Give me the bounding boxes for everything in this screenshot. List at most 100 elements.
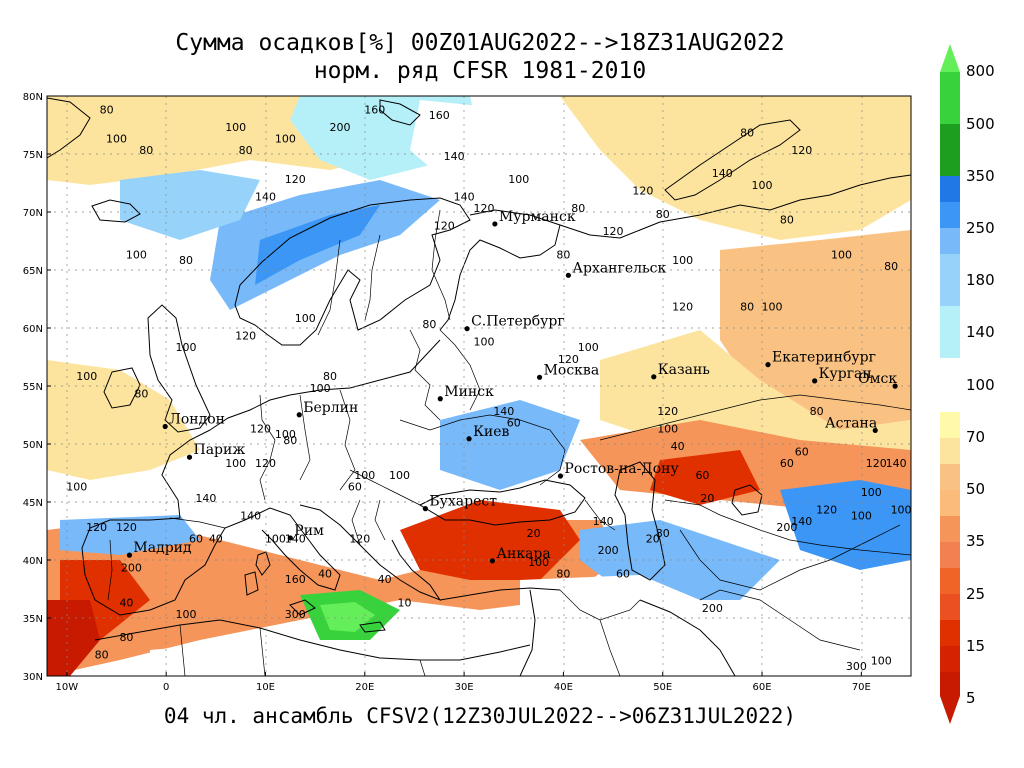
coastline-iceland xyxy=(91,199,141,223)
colorbar-bin-250-350 xyxy=(940,176,960,202)
contour-label: 60 xyxy=(348,480,362,493)
field-norway-dark xyxy=(255,205,380,285)
contour-label: 80 xyxy=(239,144,253,157)
contour-label: 100 xyxy=(528,556,549,569)
city-dot xyxy=(872,427,878,434)
city-dot xyxy=(765,362,771,368)
contour-label: 120 xyxy=(349,533,370,546)
city-label: Минск xyxy=(444,384,494,400)
city-label: Казань xyxy=(658,362,710,378)
coastline-caspian xyxy=(614,461,666,581)
city-marker: Мадрид xyxy=(126,540,192,558)
field-arctic-white xyxy=(410,100,560,190)
field-se-blue xyxy=(780,480,911,570)
contour-label: 200 xyxy=(598,544,619,557)
colorbar-bin-50-70 xyxy=(940,464,960,490)
contour-label: 100 xyxy=(672,254,693,267)
lon-tick-50E: 50E xyxy=(653,682,672,693)
city-dot xyxy=(186,454,193,460)
contour-label: 120 xyxy=(816,504,837,517)
colorbar-bin-5-15 xyxy=(940,672,960,696)
contour-label: 20 xyxy=(646,533,660,546)
contour-label: 60 xyxy=(780,457,794,470)
city-markers: Мурманск Архангельск С.Петербург Москва Каза… xyxy=(126,209,898,564)
colorbar-bin-350-500 xyxy=(940,124,960,150)
contour-label: 40 xyxy=(671,440,685,453)
contour-label: 120 xyxy=(116,521,137,534)
contour-label: 60 xyxy=(189,533,203,546)
coastline-britain xyxy=(147,304,211,433)
contour-label: 100 xyxy=(66,480,87,493)
border-caucasus-asia xyxy=(584,499,911,556)
lat-tick-30N: 30N xyxy=(23,672,43,683)
city-dot xyxy=(296,412,302,418)
contour-label: 40 xyxy=(378,573,392,586)
city-label: Бухарест xyxy=(429,494,497,510)
contour-label: 80 xyxy=(740,301,754,314)
colorbar-bin-250-350b xyxy=(940,202,960,228)
contour-label: 80 xyxy=(119,631,133,644)
city-marker: Минск xyxy=(437,384,494,402)
contour-label: 80 xyxy=(884,260,898,273)
contour-label: 20 xyxy=(527,527,541,540)
colorbar-label-100: 100 xyxy=(966,376,995,394)
coastline-balkans xyxy=(299,504,442,602)
city-label: Киев xyxy=(473,424,509,440)
field-africa-red xyxy=(47,600,100,676)
contour-label: 80 xyxy=(139,144,153,157)
contour-label: 120 xyxy=(603,225,624,238)
city-marker: Киев xyxy=(466,424,510,442)
contour-label: 100 xyxy=(295,312,316,325)
coastline-north-africa xyxy=(94,619,531,661)
border-middle-east xyxy=(559,589,861,676)
contour-label: 140 xyxy=(444,150,465,163)
city-dot xyxy=(536,374,543,380)
city-label: Рим xyxy=(294,523,324,539)
contour-label: 200 xyxy=(776,521,797,534)
city-marker: Астана xyxy=(825,415,878,434)
contour-label: 120 xyxy=(791,144,812,157)
contour-label: 120 xyxy=(473,202,494,215)
border-uzbek-turkmen xyxy=(679,524,901,591)
contour-label: 100 xyxy=(871,654,892,667)
contour-label: 60 xyxy=(507,417,521,430)
lat-tick-75N: 75N xyxy=(23,150,43,161)
border-spain-france xyxy=(107,517,226,601)
city-dot xyxy=(126,552,133,558)
city-label: Ростов-на-Дону xyxy=(564,461,679,477)
lon-tick-40E: 40E xyxy=(554,682,573,693)
contour-label: 80 xyxy=(656,208,670,221)
contour-label: 120 xyxy=(672,301,693,314)
contour-label: 140 xyxy=(240,509,261,522)
contour-label: 120 xyxy=(657,405,678,418)
map-fill-layer xyxy=(47,96,911,676)
city-label: Мадрид xyxy=(133,540,192,556)
contour-label: 60 xyxy=(616,567,630,580)
contour-label: 140 xyxy=(593,515,614,528)
colorbar-label-140: 140 xyxy=(966,323,995,341)
contour-label: 80 xyxy=(571,202,585,215)
colorbar-top-arrow xyxy=(940,44,960,72)
field-east-orange xyxy=(720,230,911,430)
contour-label: 100 xyxy=(176,608,197,621)
colorbar-bin-35-50b xyxy=(940,542,960,568)
lon-tick-10W: 10W xyxy=(56,682,79,693)
city-marker: Ростов-на-Дону xyxy=(557,461,679,479)
city-label: Лондон xyxy=(169,411,225,427)
coastline-levant xyxy=(519,589,536,676)
contour-label: 100 xyxy=(275,132,296,145)
contour-label: 80 xyxy=(556,248,570,261)
lon-tick-10E: 10E xyxy=(256,682,275,693)
colorbar-bin-50-70b xyxy=(940,490,960,516)
colorbar-label-70: 70 xyxy=(966,428,986,446)
field-iberia-blue xyxy=(60,515,200,555)
contour-label: 140 xyxy=(454,190,475,203)
city-marker: Мурманск xyxy=(492,209,576,227)
city-dot xyxy=(489,558,496,564)
contour-label: 100 xyxy=(76,370,97,383)
contour-label: 80 xyxy=(179,254,193,267)
city-dot xyxy=(466,436,472,442)
contour-label: 200 xyxy=(329,121,350,134)
contour-label: 80 xyxy=(556,567,570,580)
